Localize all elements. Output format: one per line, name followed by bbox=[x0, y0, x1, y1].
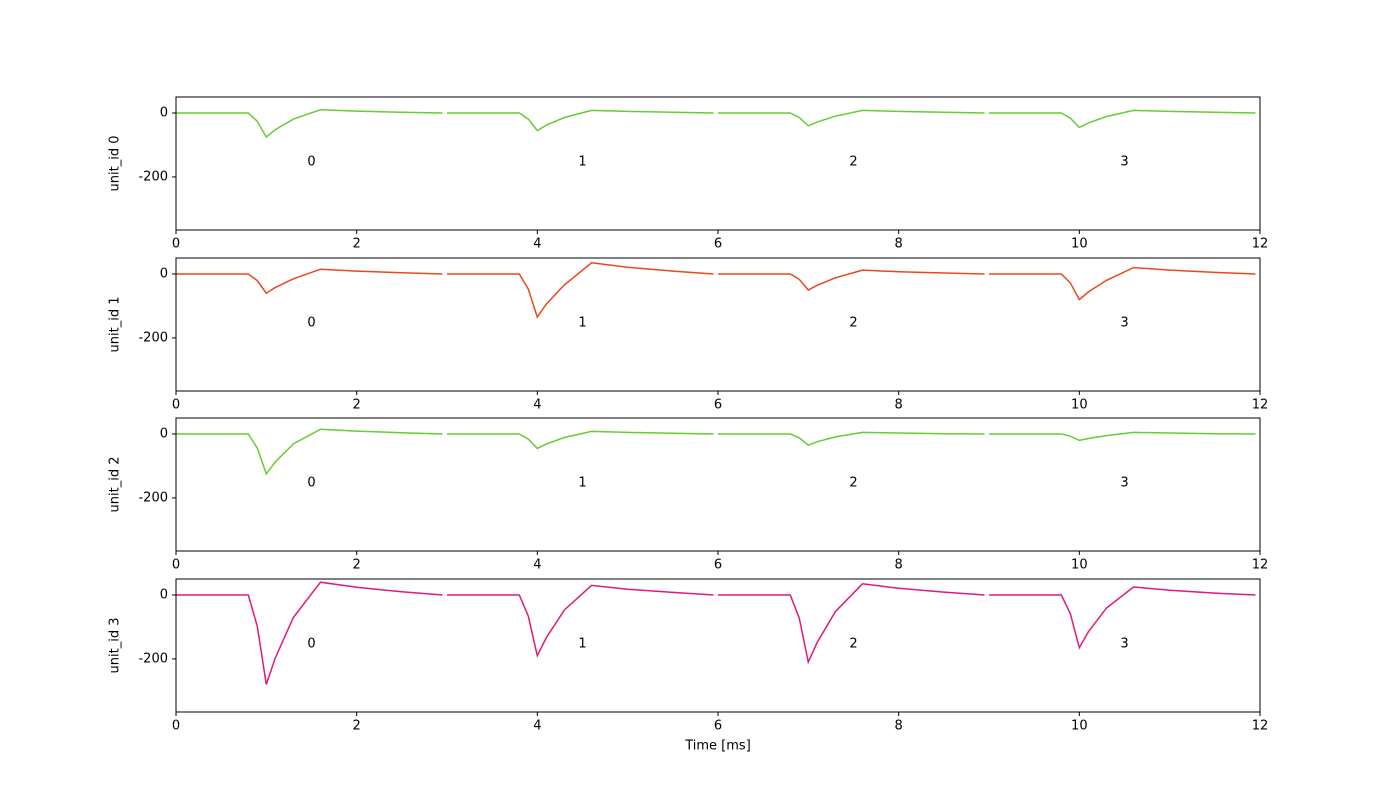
x-tick-label: 0 bbox=[172, 558, 180, 573]
x-tick-label: 2 bbox=[353, 719, 361, 734]
waveform bbox=[718, 583, 985, 665]
x-tick-label: 8 bbox=[895, 237, 903, 252]
y-axis-label: unit_id 3 bbox=[108, 618, 123, 674]
y-axis-label: unit_id 1 bbox=[108, 297, 123, 353]
x-tick-label: 6 bbox=[714, 237, 722, 252]
x-tick-label: 6 bbox=[714, 398, 722, 413]
waveform bbox=[447, 584, 714, 658]
waveform bbox=[989, 431, 1256, 442]
x-tick-label: 0 bbox=[172, 398, 180, 413]
y-axis-label: unit_id 2 bbox=[108, 457, 123, 513]
channel-label: 1 bbox=[578, 154, 586, 169]
channel-label: 0 bbox=[307, 636, 315, 651]
channel-label: 1 bbox=[578, 315, 586, 330]
waveform bbox=[989, 109, 1256, 129]
channel-label: 1 bbox=[578, 475, 586, 490]
x-tick-label: 2 bbox=[353, 237, 361, 252]
x-tick-label: 12 bbox=[1252, 398, 1269, 413]
y-tick-label: 0 bbox=[160, 266, 168, 281]
axes-frame bbox=[175, 96, 1261, 231]
waveform bbox=[989, 586, 1256, 650]
axes-frame bbox=[175, 578, 1261, 713]
channel-label: 1 bbox=[578, 636, 586, 651]
x-tick-label: 8 bbox=[895, 719, 903, 734]
waveform bbox=[447, 109, 714, 132]
x-tick-label: 0 bbox=[172, 237, 180, 252]
x-tick-label: 2 bbox=[353, 558, 361, 573]
x-tick-label: 12 bbox=[1252, 558, 1269, 573]
waveform bbox=[176, 428, 443, 476]
x-tick-label: 0 bbox=[172, 719, 180, 734]
x-tick-label: 10 bbox=[1071, 719, 1088, 734]
x-tick-label: 10 bbox=[1071, 558, 1088, 573]
waveform bbox=[718, 109, 985, 127]
y-tick-label: 0 bbox=[160, 105, 168, 120]
channel-label: 2 bbox=[849, 154, 857, 169]
waveform bbox=[718, 269, 985, 291]
channel-label: 2 bbox=[849, 636, 857, 651]
y-tick-label: -200 bbox=[138, 169, 168, 184]
x-tick-label: 10 bbox=[1071, 398, 1088, 413]
channel-label: 0 bbox=[307, 154, 315, 169]
x-tick-label: 4 bbox=[533, 719, 541, 734]
waveform bbox=[718, 431, 985, 447]
channel-label: 0 bbox=[307, 475, 315, 490]
waveform bbox=[989, 266, 1256, 301]
channel-label: 0 bbox=[307, 315, 315, 330]
waveform bbox=[176, 109, 443, 139]
channel-label: 3 bbox=[1120, 636, 1128, 651]
channel-label: 2 bbox=[849, 475, 857, 490]
x-tick-label: 8 bbox=[895, 398, 903, 413]
x-tick-label: 4 bbox=[533, 558, 541, 573]
waveform bbox=[176, 268, 443, 295]
waveform bbox=[176, 581, 443, 685]
x-tick-label: 12 bbox=[1252, 719, 1269, 734]
channel-label: 3 bbox=[1120, 475, 1128, 490]
y-tick-label: -200 bbox=[138, 490, 168, 505]
x-axis-label: Time [ms] bbox=[684, 739, 751, 754]
axes-frame bbox=[175, 257, 1261, 392]
x-tick-label: 10 bbox=[1071, 237, 1088, 252]
channel-label: 3 bbox=[1120, 154, 1128, 169]
y-tick-label: 0 bbox=[160, 587, 168, 602]
x-tick-label: 8 bbox=[895, 558, 903, 573]
waveform bbox=[447, 262, 714, 319]
x-tick-label: 12 bbox=[1252, 237, 1269, 252]
channel-label: 2 bbox=[849, 315, 857, 330]
y-tick-label: -200 bbox=[138, 651, 168, 666]
x-tick-label: 6 bbox=[714, 719, 722, 734]
waveform bbox=[447, 430, 714, 450]
y-tick-label: -200 bbox=[138, 330, 168, 345]
x-tick-label: 4 bbox=[533, 237, 541, 252]
y-axis-label: unit_id 0 bbox=[108, 136, 123, 192]
y-tick-label: 0 bbox=[160, 426, 168, 441]
x-tick-label: 6 bbox=[714, 558, 722, 573]
channel-label: 3 bbox=[1120, 315, 1128, 330]
x-tick-label: 2 bbox=[353, 398, 361, 413]
axes-frame bbox=[175, 417, 1261, 552]
x-tick-label: 4 bbox=[533, 398, 541, 413]
